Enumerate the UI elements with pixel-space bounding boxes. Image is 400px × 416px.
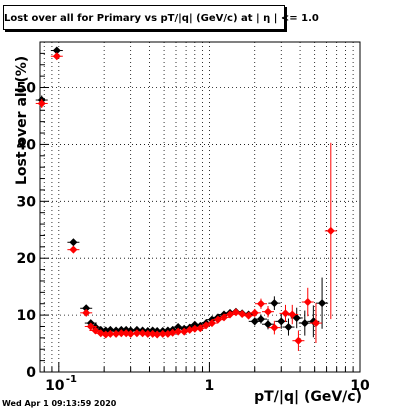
data-point [256,315,265,324]
data-point [264,307,273,316]
data-point [270,299,279,308]
data-point [270,323,279,332]
data-point [190,324,199,333]
series-0 [35,46,329,338]
y-tick-label: 0 [26,365,36,381]
data-point [288,310,297,319]
x-tick-label: 10 [45,378,65,394]
data-point [284,323,293,332]
data-point [174,327,183,336]
data-point [52,46,61,55]
data-point [326,226,335,235]
data-point [122,329,131,338]
y-tick-label: 30 [17,194,37,210]
y-tick-label: 40 [17,137,37,153]
title-box: Lost over all for Primary vs pT/|q| (GeV… [3,5,319,30]
data-point [300,319,309,328]
data-point [318,299,327,308]
data-point [207,319,216,328]
y-tick-label: 10 [17,308,37,324]
data-point [69,245,78,254]
x-tick-label: 1 [205,378,215,394]
data-point [220,313,229,322]
x-tick-label: 10 [350,378,370,394]
data-point [82,304,91,313]
data-point [37,99,46,108]
data-point [303,298,312,307]
y-tick-label: 50 [17,81,37,97]
data-point [264,320,273,329]
chart-title: Lost over all for Primary vs pT/|q| (GeV… [4,13,319,24]
data-point [138,329,147,338]
grid [40,42,360,372]
y-axis-label: Lost over all (%) [14,55,30,185]
data-point [101,330,110,339]
data-point [250,308,259,317]
data-point [281,309,290,318]
data-point [86,322,95,331]
data-point [52,52,61,61]
data-point [196,324,205,333]
data-point [69,238,78,247]
data-marks [35,46,337,351]
data-point [82,308,91,317]
plot-frame [39,41,361,373]
x-axis-label: pT/|q| (GeV/c) [254,389,362,405]
data-point [91,326,100,335]
y-tick-label: 20 [17,251,37,267]
data-point [153,330,162,339]
x-tick-label-exponent: -1 [66,374,77,385]
series-1 [35,52,337,351]
data-point [126,329,135,338]
timestamp: Wed Apr 1 09:13:59 2020 [2,399,117,408]
data-point [294,336,303,345]
data-point [112,329,121,338]
data-point [244,311,253,320]
data-point [168,328,177,337]
data-point [311,319,320,328]
data-point [256,299,265,308]
data-point [277,317,286,326]
